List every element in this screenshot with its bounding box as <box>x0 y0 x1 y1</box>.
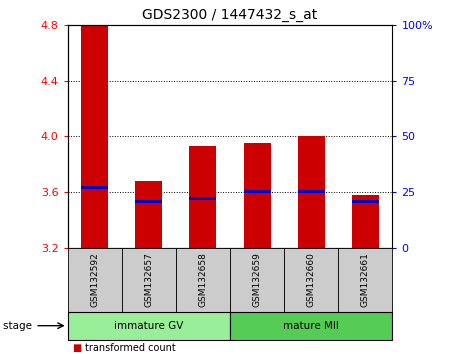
Text: transformed count: transformed count <box>85 343 175 353</box>
Text: GSM132657: GSM132657 <box>144 252 153 307</box>
Bar <box>244 143 271 248</box>
Bar <box>230 312 392 340</box>
Bar <box>298 136 325 248</box>
Bar <box>68 248 122 312</box>
Text: GSM132661: GSM132661 <box>361 252 370 307</box>
Bar <box>352 200 379 202</box>
Title: GDS2300 / 1447432_s_at: GDS2300 / 1447432_s_at <box>143 8 318 22</box>
Text: GSM132592: GSM132592 <box>90 252 99 307</box>
Bar <box>68 312 230 340</box>
Text: GSM132658: GSM132658 <box>198 252 207 307</box>
Text: GSM132660: GSM132660 <box>307 252 316 307</box>
Bar <box>135 181 162 248</box>
Text: GSM132659: GSM132659 <box>253 252 262 307</box>
Bar <box>298 190 325 193</box>
Text: mature MII: mature MII <box>283 321 339 331</box>
Bar <box>176 248 230 312</box>
Bar <box>284 248 338 312</box>
Bar <box>230 248 284 312</box>
Bar <box>244 190 271 193</box>
Text: ■: ■ <box>72 343 82 353</box>
Text: development stage: development stage <box>0 321 32 331</box>
Bar <box>189 197 216 200</box>
Bar <box>189 146 216 248</box>
Bar <box>81 185 108 189</box>
Text: immature GV: immature GV <box>114 321 184 331</box>
Bar <box>122 248 176 312</box>
Bar <box>81 26 108 248</box>
Bar <box>352 195 379 248</box>
Bar <box>338 248 392 312</box>
Bar <box>135 200 162 202</box>
